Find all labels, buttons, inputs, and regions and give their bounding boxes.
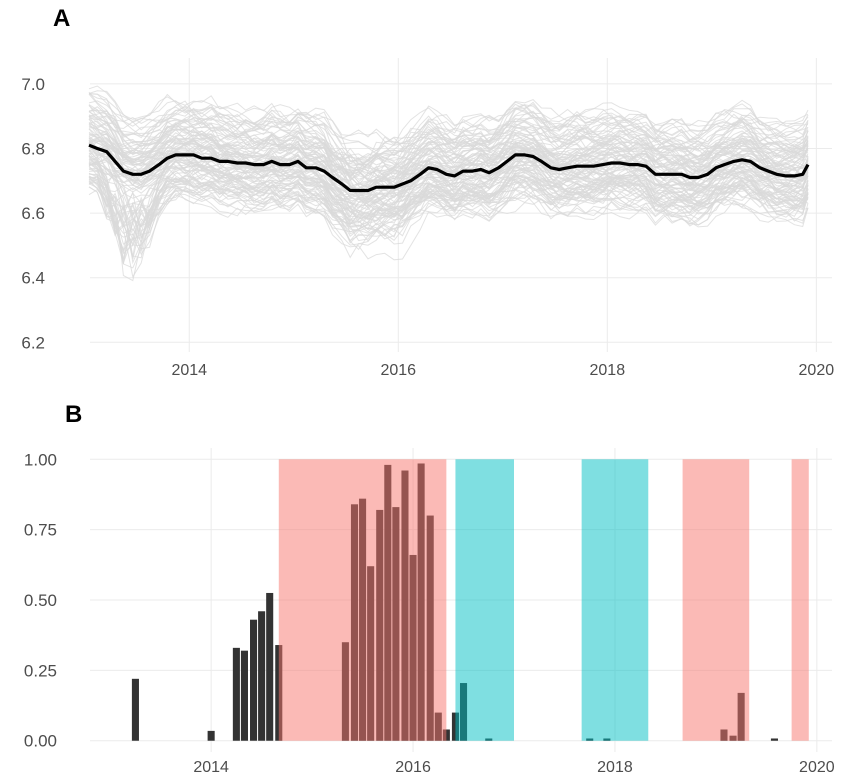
panel-a-background-line [88,140,809,224]
panel-a-x-tick-label: 2016 [380,362,416,379]
panel-a-background-line [88,141,809,195]
panel-a-background-line [88,180,809,261]
panel-a-background-line [88,174,809,261]
panel-a-background-line [88,126,809,170]
panel-a-y-tick-label: 6.4 [21,269,45,288]
panel-a-background-line [88,100,809,160]
panel-a-x-tick-label: 2020 [799,362,835,379]
panel-b-bar [770,738,778,741]
panel-b-bar [250,619,258,741]
panel-a-background-line [88,121,809,167]
panel-a-mean-line [88,143,810,193]
panel-a-background-line [88,135,809,180]
panel-a-background-line [88,91,809,174]
panel-a-background-line [88,146,809,202]
panel-a-background-line [88,101,809,145]
panel-b-y-tick-label: 1.00 [24,450,57,469]
panel-a-background-line [88,128,809,178]
panel-a-background-line [88,133,809,200]
panel-a-x-tick-label: 2018 [590,362,626,379]
panel-a-background-line [88,167,809,259]
panel-b-bar [258,611,266,741]
panel-b-chart: 2014 2016 2018 2020 0.00 0.25 0.50 0.75 1.00 [24,448,835,776]
panel-b-bar [207,730,215,741]
panel-b-bar [266,592,274,741]
panel-a-y-tick-label: 7.0 [21,75,45,94]
panel-b-x-tick-label: 2016 [395,759,431,776]
panel-label-b: B [65,401,82,428]
panel-b-x-tick-label: 2014 [193,759,229,776]
panel-a-background-line [88,133,809,166]
panel-a-background-line [88,183,809,265]
panel-a-background-line [88,93,809,162]
panel-b-bar [240,650,248,741]
panel-b-y-tick-label: 0.50 [24,591,57,610]
panel-b-shaded-region [791,459,809,741]
panel-a-background-line [88,114,809,177]
panel-b-shaded-region [455,459,514,741]
panel-a-chart: 2014 2016 2018 2020 6.2 6.4 6.6 6.8 7.0 [21,58,834,379]
panel-b-shaded-region [682,459,750,741]
panel-a-background-line [88,154,809,207]
panel-a-background-line [88,100,809,155]
panel-b-shaded-region [581,459,649,741]
panel-b-bar [232,647,240,741]
panel-b-bar [442,729,450,741]
panel-a-background-line [88,175,809,228]
panel-b-x-tick-label: 2018 [597,759,633,776]
panel-b-x-tick-label: 2020 [799,759,835,776]
panel-a-y-tick-label: 6.6 [21,204,45,223]
panel-a-background-line [88,133,809,196]
panel-b-bar [131,678,139,741]
panel-b-y-tick-label: 0.75 [24,521,57,540]
panel-a-x-tick-label: 2014 [171,362,207,379]
panel-a-y-tick-label: 6.8 [21,139,45,158]
panel-a-background-line [88,106,809,145]
panel-b-y-tick-label: 0.25 [24,661,57,680]
panel-a-background-line [88,168,809,279]
panel-a-background-line [88,109,809,202]
panel-a-background-line [88,139,809,220]
panel-b-y-tick-label: 0.00 [24,732,57,751]
panel-a-background-line [88,143,809,184]
panel-a-background-line [88,169,809,231]
panel-label-a: A [53,5,70,32]
panel-a-y-tick-label: 6.2 [21,333,45,352]
panel-a-background-line [88,121,809,182]
panel-b-shaded-region [278,459,447,741]
panel-a-background-line [88,163,809,239]
panel-a-background-lines [88,85,809,282]
